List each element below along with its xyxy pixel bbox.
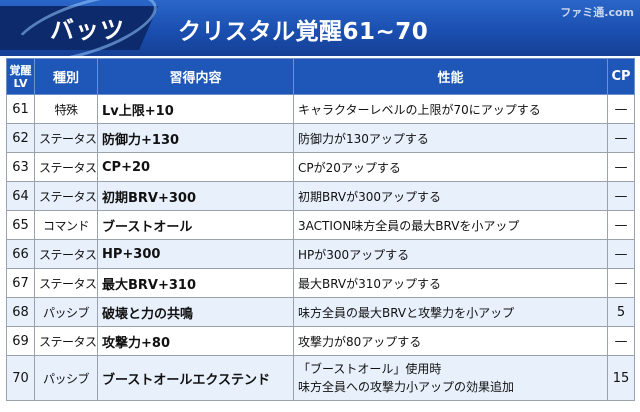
cell-content: 最大BRV+310	[97, 268, 294, 298]
cell-lv: 65	[6, 210, 35, 240]
cell-effect: 味方全員の最大BRVと攻撃力を小アップ	[293, 297, 608, 327]
cell-lv: 66	[6, 239, 35, 269]
page-title: クリスタル覚醒61~70	[178, 19, 429, 45]
cell-effect: 3ACTION味方全員の最大BRVを小アップ	[293, 210, 608, 240]
table-row: 63 ステータス CP+20 CPが20アップする —	[6, 152, 635, 182]
table-row: 70 パッシブ ブーストオールエクステンド 「ブーストオール」使用時 味方全員へ…	[6, 355, 635, 401]
cell-effect: キャラクターレベルの上限が70にアップする	[293, 94, 608, 124]
table-header-row: 覚醒 LV 種別 習得内容 性能 CP	[6, 58, 635, 95]
cell-cp: —	[607, 152, 635, 182]
cell-content: 攻撃力+80	[97, 326, 294, 356]
cell-content: Lv上限+10	[97, 94, 294, 124]
cell-lv: 62	[6, 123, 35, 153]
table-row: 69 ステータス 攻撃力+80 攻撃力が80アップする —	[6, 326, 635, 356]
cell-type: 特殊	[34, 94, 98, 124]
table-row: 61 特殊 Lv上限+10 キャラクターレベルの上限が70にアップする —	[6, 94, 635, 124]
cell-cp: —	[607, 239, 635, 269]
cell-cp: 15	[607, 355, 635, 401]
cell-cp: —	[607, 210, 635, 240]
cell-content: HP+300	[97, 239, 294, 269]
cell-type: ステータス	[34, 326, 98, 356]
cell-effect: 防御力が130アップする	[293, 123, 608, 153]
cell-type: パッシブ	[34, 297, 98, 327]
cell-effect: 攻撃力が80アップする	[293, 326, 608, 356]
cell-effect: 最大BRVが310アップする	[293, 268, 608, 298]
character-tab	[0, 6, 158, 50]
cell-lv: 70	[6, 355, 35, 401]
cell-content: ブーストオール	[97, 210, 294, 240]
character-name: バッツ	[50, 16, 125, 44]
cell-lv: 63	[6, 152, 35, 182]
table-row: 66 ステータス HP+300 HPが300アップする —	[6, 239, 635, 269]
table-row: 62 ステータス 防御力+130 防御力が130アップする —	[6, 123, 635, 153]
cell-cp: —	[607, 123, 635, 153]
cell-content: ブーストオールエクステンド	[97, 355, 294, 401]
table-row: 65 コマンド ブーストオール 3ACTION味方全員の最大BRVを小アップ —	[6, 210, 635, 240]
header-effect: 性能	[293, 58, 608, 95]
cell-type: ステータス	[34, 181, 98, 211]
cell-content: CP+20	[97, 152, 294, 182]
cell-cp: —	[607, 326, 635, 356]
header-type: 種別	[34, 58, 98, 95]
awakening-table: 覚醒 LV 種別 習得内容 性能 CP 61 特殊 Lv上限+10 キャラクター…	[6, 58, 635, 401]
cell-cp: —	[607, 268, 635, 298]
table-row: 68 パッシブ 破壊と力の共鳴 味方全員の最大BRVと攻撃力を小アップ 5	[6, 297, 635, 327]
header-banner: バッツ クリスタル覚醒61~70 ファミ通.com	[0, 0, 640, 56]
cell-content: 防御力+130	[97, 123, 294, 153]
watermark-logo: ファミ通.com	[560, 6, 634, 19]
cell-type: ステータス	[34, 123, 98, 153]
cell-effect-line1: 「ブーストオール」使用時	[298, 362, 442, 376]
cell-type: ステータス	[34, 239, 98, 269]
cell-lv: 69	[6, 326, 35, 356]
cell-type: コマンド	[34, 210, 98, 240]
table-row: 64 ステータス 初期BRV+300 初期BRVが300アップする —	[6, 181, 635, 211]
cell-type: ステータス	[34, 152, 98, 182]
header-content: 習得内容	[97, 58, 294, 95]
header-lv: 覚醒 LV	[6, 58, 35, 95]
cell-effect: CPが20アップする	[293, 152, 608, 182]
cell-cp: —	[607, 181, 635, 211]
cell-lv: 64	[6, 181, 35, 211]
cell-lv: 68	[6, 297, 35, 327]
header-cp: CP	[607, 58, 635, 95]
cell-cp: 5	[607, 297, 635, 327]
cell-content: 破壊と力の共鳴	[97, 297, 294, 327]
cell-type: ステータス	[34, 268, 98, 298]
cell-type: パッシブ	[34, 355, 98, 401]
cell-cp: —	[607, 94, 635, 124]
cell-effect: 「ブーストオール」使用時 味方全員への攻撃力小アップの効果追加	[293, 355, 608, 401]
table-row: 67 ステータス 最大BRV+310 最大BRVが310アップする —	[6, 268, 635, 298]
cell-lv: 61	[6, 94, 35, 124]
cell-effect: 初期BRVが300アップする	[293, 181, 608, 211]
cell-lv: 67	[6, 268, 35, 298]
cell-effect: HPが300アップする	[293, 239, 608, 269]
cell-effect-line2: 味方全員への攻撃力小アップの効果追加	[298, 380, 515, 394]
cell-content: 初期BRV+300	[97, 181, 294, 211]
